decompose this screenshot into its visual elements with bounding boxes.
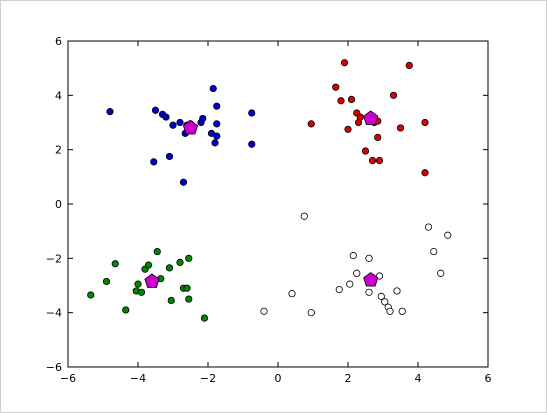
data-point xyxy=(151,106,160,114)
y-tick-label: 0 xyxy=(55,198,62,211)
data-point xyxy=(176,258,184,267)
x-tick-label: 6 xyxy=(485,372,492,385)
data-point xyxy=(169,121,177,129)
data-point xyxy=(176,118,184,127)
data-point xyxy=(211,139,219,147)
data-point xyxy=(106,108,114,116)
data-point xyxy=(183,284,191,292)
data-point xyxy=(377,292,385,300)
data-point xyxy=(332,83,340,91)
plot-area xyxy=(67,40,489,368)
centroid-marker xyxy=(363,110,379,125)
data-point xyxy=(337,97,345,105)
data-point xyxy=(393,287,401,295)
data-point xyxy=(424,223,433,231)
data-point xyxy=(398,307,406,315)
centroid-marker xyxy=(144,273,160,288)
data-point xyxy=(444,231,452,239)
data-point xyxy=(375,156,384,165)
data-point xyxy=(102,277,111,286)
data-point xyxy=(150,158,158,166)
data-point xyxy=(365,288,373,296)
y-tick-label: −6 xyxy=(46,361,62,374)
data-point xyxy=(421,169,429,177)
data-point xyxy=(137,288,146,296)
data-point xyxy=(288,290,296,298)
data-point xyxy=(213,120,221,128)
data-point xyxy=(144,261,153,269)
x-tick-label: 4 xyxy=(415,372,422,385)
data-point xyxy=(213,132,221,140)
data-point xyxy=(335,285,343,294)
data-point xyxy=(347,95,356,104)
data-point xyxy=(248,109,256,117)
data-point xyxy=(153,247,161,256)
data-point xyxy=(111,260,119,268)
data-point xyxy=(368,156,377,165)
data-point xyxy=(167,296,175,305)
data-point xyxy=(209,84,217,93)
x-tick-label: −2 xyxy=(200,372,216,385)
data-point xyxy=(307,120,315,128)
data-point xyxy=(87,291,95,299)
data-point xyxy=(430,247,438,256)
x-tick-label: −4 xyxy=(130,372,146,385)
data-point xyxy=(386,307,394,315)
x-tick-label: 0 xyxy=(275,372,282,385)
data-point xyxy=(248,140,256,148)
data-point xyxy=(122,306,130,314)
data-point xyxy=(200,314,209,322)
y-tick-label: 2 xyxy=(55,144,62,157)
data-point xyxy=(421,118,429,127)
data-point xyxy=(134,280,142,288)
data-point xyxy=(346,280,354,288)
data-point xyxy=(374,133,382,142)
data-point xyxy=(340,59,349,67)
x-tick-label: 2 xyxy=(345,372,352,385)
data-point xyxy=(389,91,398,99)
data-point xyxy=(179,178,188,186)
data-point xyxy=(405,61,413,70)
data-point xyxy=(165,264,174,272)
data-point xyxy=(344,125,352,133)
data-point xyxy=(199,114,207,123)
data-point xyxy=(365,254,373,262)
data-point xyxy=(354,118,363,127)
data-point xyxy=(361,147,370,155)
data-point xyxy=(165,152,174,161)
x-tick-label: −6 xyxy=(60,372,76,385)
data-point xyxy=(162,113,170,121)
data-point xyxy=(353,269,361,277)
data-point xyxy=(396,124,405,132)
y-tick-label: 4 xyxy=(55,89,62,102)
centroid-marker xyxy=(363,272,379,287)
data-point xyxy=(381,298,389,306)
centroid-marker xyxy=(182,119,199,135)
data-point xyxy=(437,269,445,277)
data-point xyxy=(300,212,308,220)
data-point xyxy=(260,307,268,315)
data-point xyxy=(307,309,315,317)
data-point xyxy=(185,295,193,303)
y-tick-label: −4 xyxy=(46,307,62,320)
y-tick-label: −2 xyxy=(46,252,62,265)
y-tick-label: 6 xyxy=(55,35,62,48)
data-point xyxy=(213,102,221,110)
data-point xyxy=(185,254,193,262)
data-point xyxy=(349,252,357,260)
